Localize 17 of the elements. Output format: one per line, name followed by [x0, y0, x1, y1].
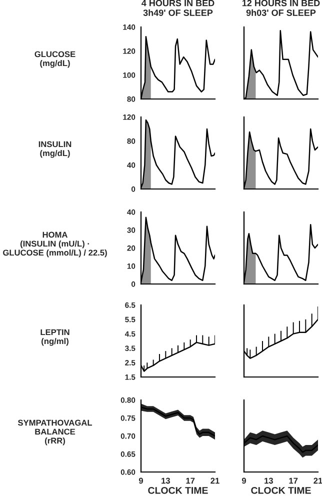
x-axis-title: CLOCK TIME	[148, 486, 208, 494]
x-tick-label: 21	[314, 478, 322, 484]
chart-title: 4 HOURS IN BED 3h49' OF SLEEP	[142, 0, 214, 16]
x-tick-label: 21	[210, 478, 220, 484]
y-axis-title: LEPTIN (ng/ml)	[40, 329, 70, 346]
x-tick-label: 13	[264, 478, 273, 484]
chart-title: 12 HOURS IN BED 9h03' OF SLEEP	[242, 0, 320, 16]
y-axis-title: HOMA (INSULIN (mU/L) · GLUCOSE (mmol/L) / 22.5)	[3, 232, 107, 258]
y-axis-title: GLUCOSE (mg/dL)	[34, 51, 76, 68]
y-axis-title: INSULIN (mg/dL)	[38, 141, 72, 158]
x-tick-label: 17	[289, 478, 298, 484]
x-axis-title: CLOCK TIME	[251, 486, 311, 494]
y-axis-title: SYMPATHOVAGAL BALANCE (rRR)	[18, 420, 92, 446]
x-tick-label: 9	[138, 478, 144, 484]
x-tick-label: 9	[242, 478, 246, 484]
x-tick-label: 13	[162, 478, 170, 484]
x-tick-label: 17	[186, 478, 195, 484]
